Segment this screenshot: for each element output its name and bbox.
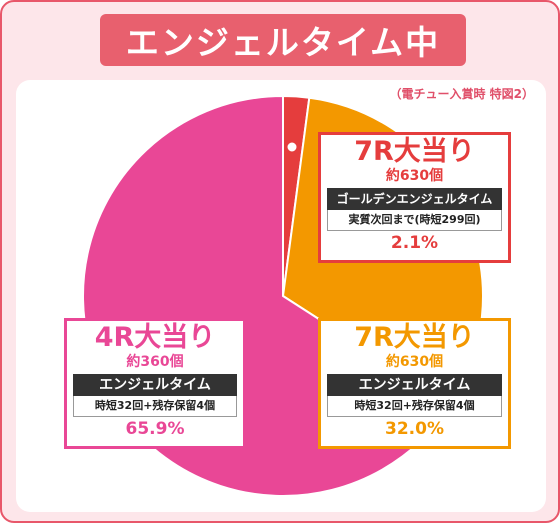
callout-title: 7R大当り (354, 136, 475, 167)
callout-mode: エンジェルタイム (327, 374, 502, 396)
callout-7r-golden: 7R大当り 約630個 ゴールデンエンジェルタイム 実質次回まで(時短299回)… (318, 132, 511, 263)
callout-percent: 65.9% (125, 419, 185, 439)
callout-condition: 実質次回まで(時短299回) (327, 210, 502, 231)
callout-prize: 約630個 (385, 354, 444, 370)
title-text: エンジェルタイム中 (125, 23, 441, 62)
chart-panel: （電チュー入賞時 特図2） 7R大当り 約630個 ゴールデンエンジェルタイム … (16, 80, 546, 512)
callout-title: 7R大当り (354, 322, 475, 353)
callout-mode: ゴールデンエンジェルタイム (327, 188, 502, 210)
title-banner: エンジェルタイム中 (100, 14, 466, 66)
callout-dot (286, 141, 298, 153)
callout-condition: 時短32回+残存保留4個 (73, 396, 237, 417)
callout-prize: 約630個 (385, 168, 444, 184)
callout-percent: 32.0% (385, 419, 444, 439)
callout-4r: 4R大当り 約360個 エンジェルタイム 時短32回+残存保留4個 65.9% (64, 318, 246, 449)
note-text: （電チュー入賞時 特図2） (389, 87, 534, 101)
callout-7r: 7R大当り 約630個 エンジェルタイム 時短32回+残存保留4個 32.0% (318, 318, 511, 449)
callout-title: 4R大当り (94, 322, 216, 353)
callout-mode: エンジェルタイム (73, 374, 237, 396)
callout-prize: 約360個 (126, 354, 184, 370)
callout-condition: 時短32回+残存保留4個 (327, 396, 502, 417)
callout-percent: 2.1% (390, 233, 439, 253)
